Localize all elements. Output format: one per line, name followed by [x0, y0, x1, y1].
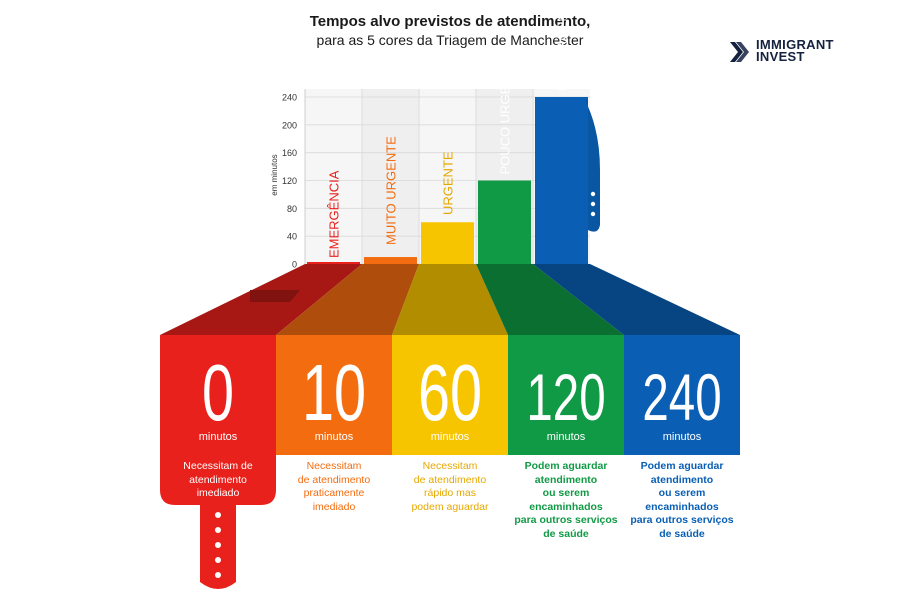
description-line: imediado: [312, 500, 356, 513]
column-background: [305, 89, 362, 264]
value-label: 120: [526, 361, 605, 434]
wristband-tail-right: [585, 100, 600, 232]
card-emergency: [160, 335, 276, 505]
description-line: ou serem: [658, 487, 706, 499]
value-label: 60: [418, 348, 482, 438]
description-line: Necessitam: [422, 460, 478, 472]
wristband-hole-right: [590, 211, 596, 217]
y-tick-label: 120: [282, 176, 297, 186]
strap-shadow: [250, 290, 300, 302]
logo-text: IMMIGRANT INVEST: [756, 37, 834, 64]
description-line: atendimento: [189, 473, 247, 486]
bar: [421, 222, 474, 264]
description-line: Necessitam: [306, 460, 362, 472]
unit-label: minutos: [431, 431, 470, 443]
y-tick-label: 240: [282, 93, 297, 103]
card: [276, 335, 392, 455]
category-label: URGENTE: [441, 151, 456, 215]
description-line: de atendimento: [413, 473, 487, 486]
description-line: atendimento: [534, 473, 598, 486]
perspective-band: [476, 264, 624, 335]
y-tick-label: 80: [287, 204, 297, 214]
category-description: Podem aguardar atendimento ou serem encamin…: [508, 460, 624, 541]
category-label: EMERGÊNCIA: [327, 170, 342, 258]
card: [624, 335, 740, 455]
wristband-hole: [215, 527, 221, 533]
perspective-band: [392, 264, 508, 335]
y-tick-label: 40: [287, 232, 297, 242]
description-line: encaminhados: [529, 500, 603, 513]
description-line: atendimento: [650, 473, 714, 486]
value-label: 240: [642, 361, 721, 434]
description-line: imediado: [196, 487, 240, 499]
category-label: MUITO URGENTE: [384, 136, 399, 245]
y-axis-label: em minutos: [270, 154, 279, 195]
y-tick-label: 200: [282, 120, 297, 130]
perspective-band: [533, 264, 740, 335]
card: [392, 335, 508, 455]
column-background: [362, 89, 419, 264]
description-line: rápido mas: [424, 487, 476, 499]
description-line: de saúde: [659, 527, 705, 540]
description-line: Podem aguardar: [524, 460, 608, 472]
description-line: de atendimento: [297, 473, 371, 486]
description-line: para outros serviços: [630, 514, 734, 526]
value-label: 10: [302, 348, 366, 438]
perspective-band: [276, 264, 419, 335]
wristband-hole-right: [590, 191, 596, 197]
wristband-hole-right: [590, 201, 596, 207]
description-line: encaminhados: [645, 500, 719, 513]
y-tick-label: 0: [292, 260, 297, 270]
wristband-hole: [215, 557, 221, 563]
bar: [307, 262, 360, 264]
category-description: Necessitam de atendimento praticamente imed…: [276, 460, 392, 514]
description-line: praticamente: [303, 487, 365, 499]
description-line: ou serem: [542, 487, 590, 499]
description-line: podem aguardar: [411, 500, 489, 513]
logo-line-2: INVEST: [756, 49, 805, 64]
card: [508, 335, 624, 455]
bar: [478, 180, 531, 264]
wristband-hole: [215, 572, 221, 578]
description-line: Necessitam de: [183, 460, 253, 472]
description-line: de saúde: [543, 527, 589, 540]
wristband-hole: [215, 542, 221, 548]
logo-line-1: IMMIGRANT: [756, 37, 834, 52]
unit-label: minutos: [663, 431, 702, 443]
chart-title: Tempos alvo previstos de atendimento,: [309, 13, 591, 30]
unit-label: minutos: [315, 431, 354, 443]
category-label: POUCO URGENTE: [498, 59, 513, 174]
category-description: Podem aguardar atendimento ou serem encamin…: [624, 460, 740, 541]
chart-subtitle: para as 5 cores da Triagem de Manchester: [316, 32, 584, 48]
wristband-hole: [215, 512, 221, 518]
logo-chevron-icon: [730, 42, 749, 62]
unit-label: minutos: [199, 431, 238, 443]
y-tick-label: 160: [282, 148, 297, 158]
bar: [364, 257, 417, 264]
value-label: 0: [202, 348, 234, 438]
bar: [535, 97, 588, 264]
chart-title-block: Tempos alvo previstos de atendimento, pa…: [230, 12, 670, 50]
description-line: Podem aguardar: [640, 460, 724, 472]
unit-label: minutos: [547, 431, 586, 443]
description-line: para outros serviços: [514, 514, 618, 526]
category-description: Necessitam de atendimento rápido mas podem …: [392, 460, 508, 514]
category-label: NÃO URGENTE: [555, 0, 570, 91]
category-description: Necessitam de atendimento imediado: [160, 460, 276, 501]
